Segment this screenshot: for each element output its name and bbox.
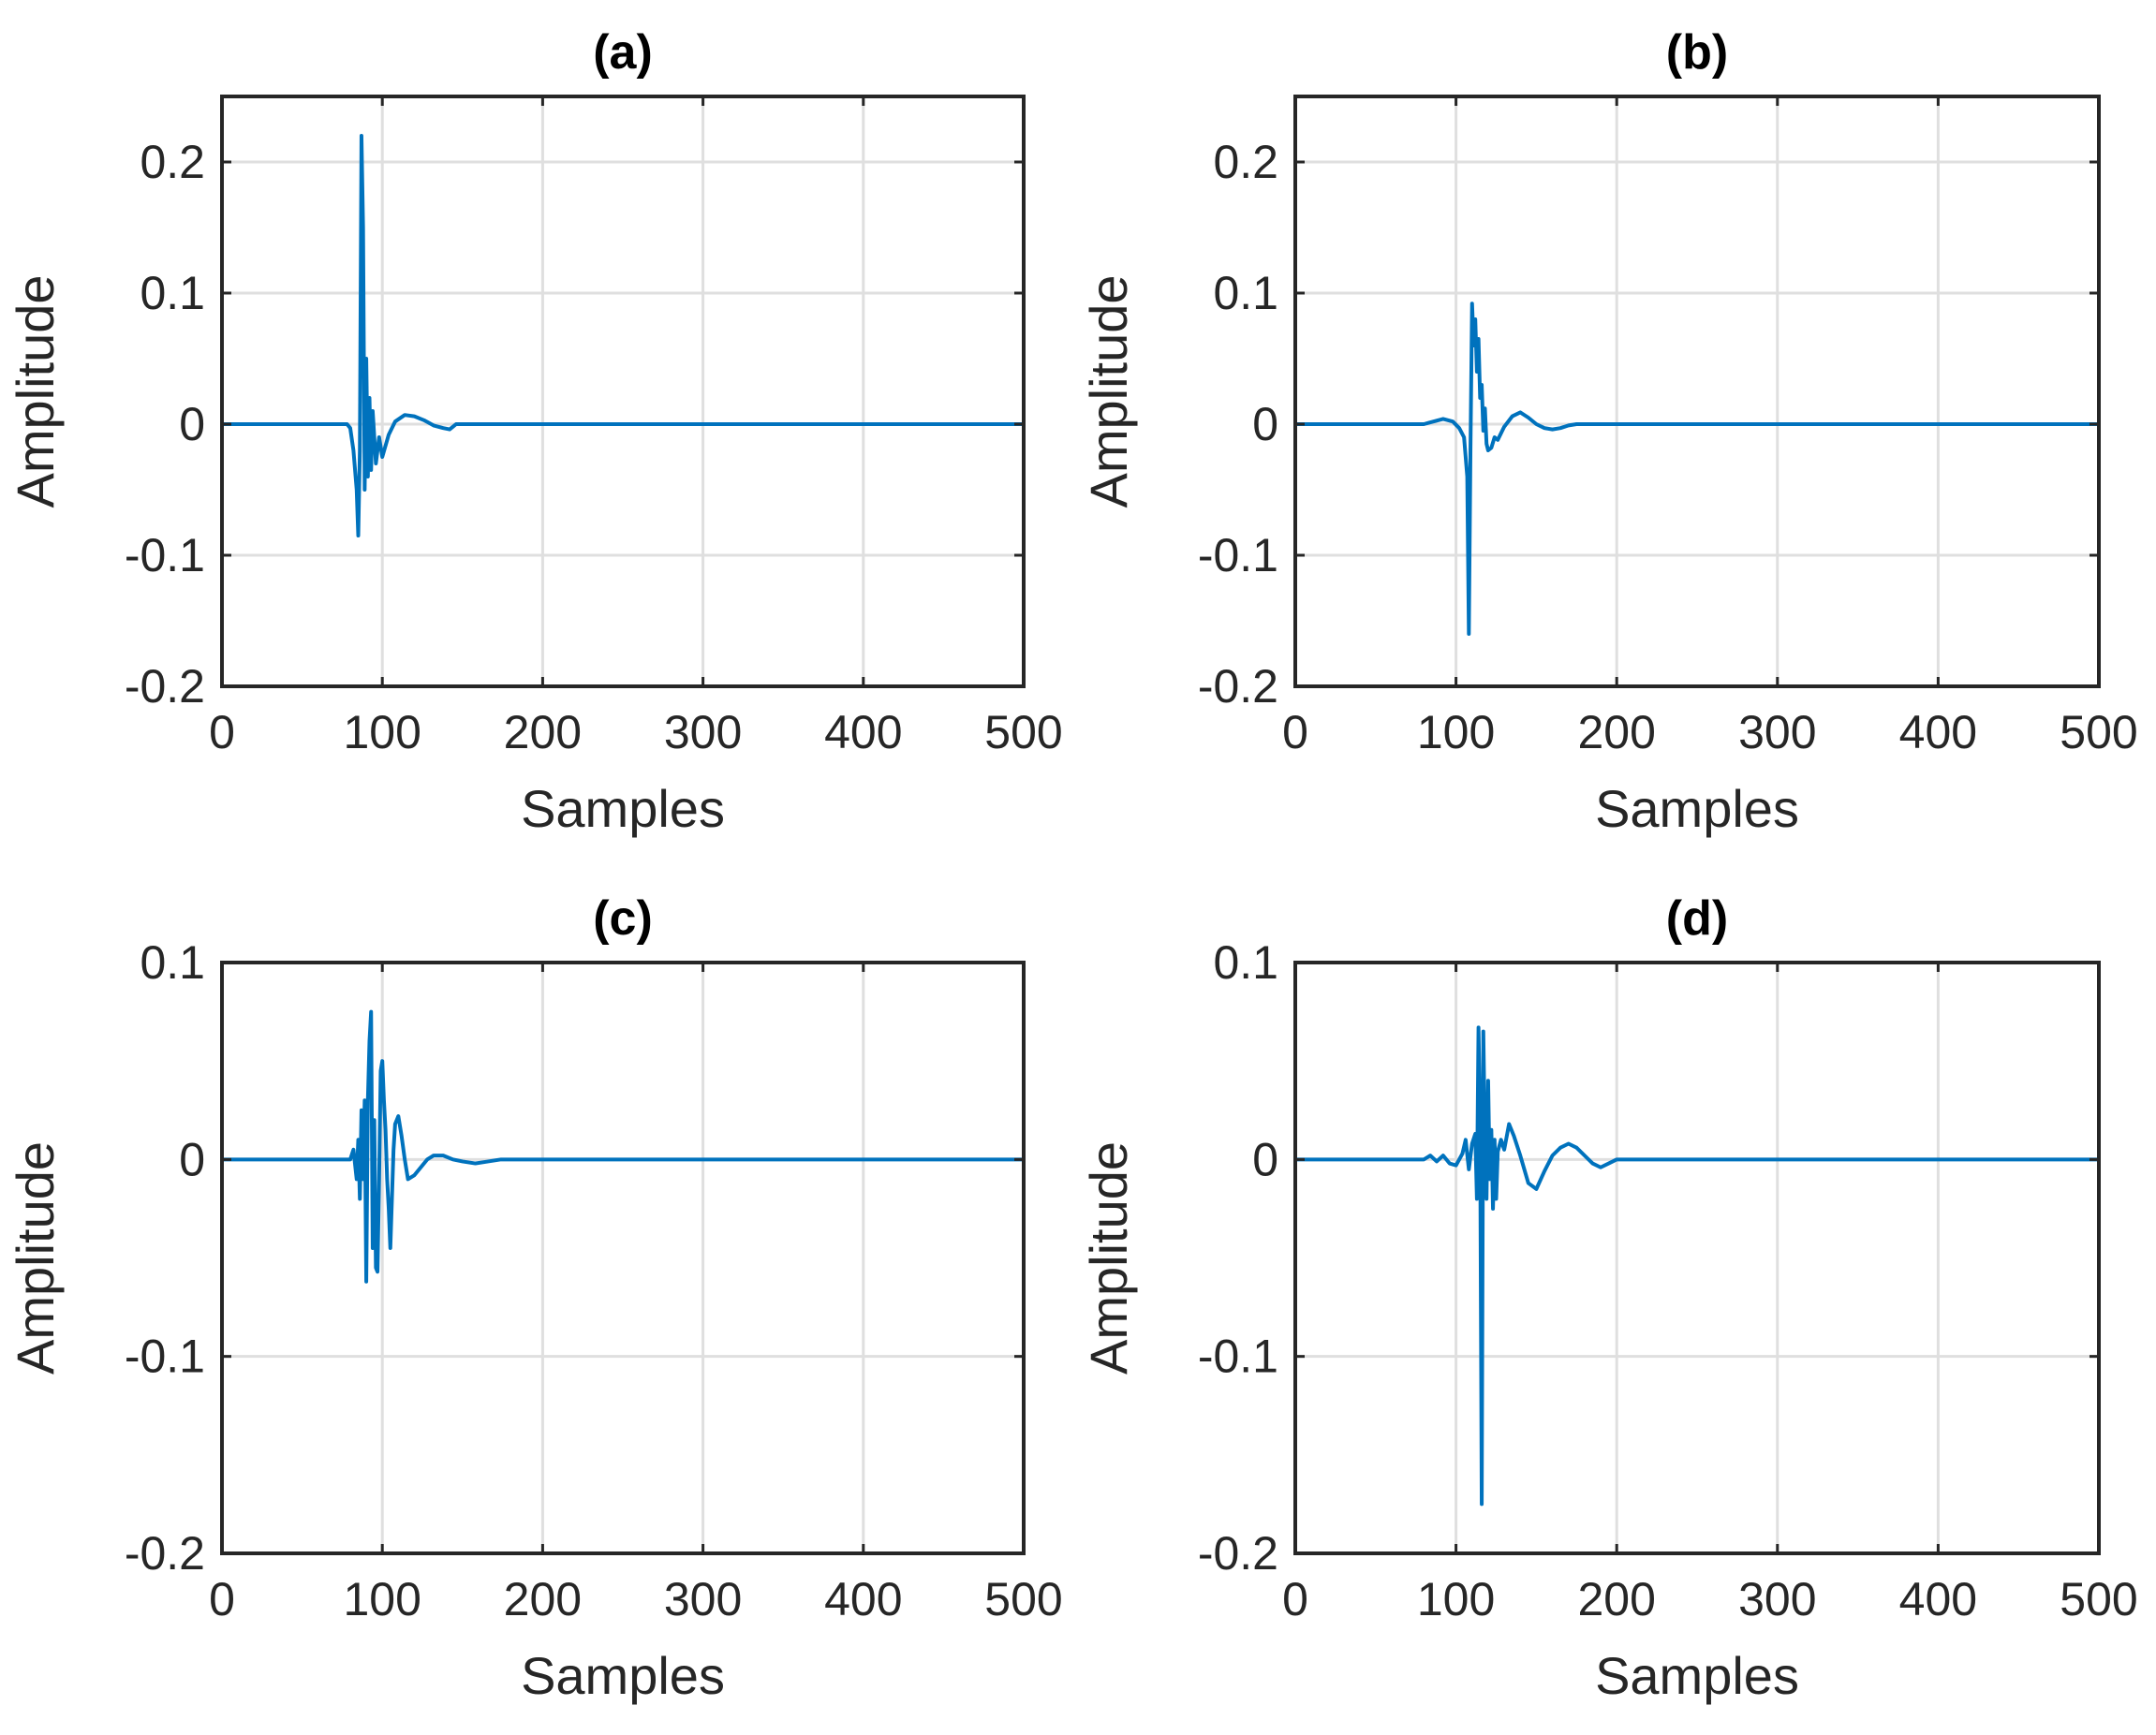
y-tick-label: 0: [179, 1133, 205, 1185]
x-tick-label: 400: [824, 706, 902, 758]
x-tick-label: 0: [1282, 1573, 1308, 1625]
subplot-a: 0 100 200 300 400 500 -0.2 -0.1 0 0.1 0.2 (a) Sample…: [6, 25, 1063, 838]
panel-title: (b): [1666, 25, 1728, 80]
x-tick-label: 200: [1577, 706, 1655, 758]
y-tick-label: -0.2: [1198, 660, 1278, 713]
y-tick-label: -0.1: [1198, 529, 1278, 581]
y-tick-label: -0.1: [125, 529, 205, 581]
x-tick-label: 400: [824, 1573, 902, 1625]
y-axis-label: Amplitude: [6, 1141, 65, 1375]
x-axis-label: Samples: [521, 1646, 725, 1705]
axes-box: [1293, 961, 2101, 1555]
x-tick-label: 200: [1577, 1573, 1655, 1625]
x-tick-label: 500: [2060, 706, 2137, 758]
plot-area: [222, 963, 1024, 1553]
series-line: [1295, 1025, 2099, 1507]
y-axis-label: Amplitude: [1079, 274, 1138, 507]
y-tick-label: -0.2: [1198, 1527, 1278, 1580]
x-tick-label: 200: [504, 1573, 582, 1625]
x-tick-label: 500: [2060, 1573, 2137, 1625]
panel-title: (d): [1666, 891, 1728, 946]
x-axis-label: Samples: [1595, 1646, 1799, 1705]
series-line: [222, 1009, 1024, 1284]
y-axis-label: Amplitude: [1079, 1141, 1138, 1375]
x-tick-label: 100: [343, 1573, 421, 1625]
x-tick-label: 400: [1899, 706, 1977, 758]
x-axis-label: Samples: [1595, 779, 1799, 838]
axes-box: [220, 95, 1026, 688]
series-line: [222, 134, 1024, 537]
subplot-c: 0 100 200 300 400 500 -0.2 -0.1 0 0.1 (c) Samples Am…: [6, 891, 1063, 1705]
y-tick-label: 0.1: [1213, 936, 1278, 989]
series-line: [1295, 301, 2099, 636]
subplot-d: 0 100 200 300 400 500 -0.2 -0.1 0 0.1 (d) Samples Am…: [1079, 891, 2138, 1705]
x-tick-label: 100: [343, 706, 421, 758]
y-tick-label: -0.1: [125, 1331, 205, 1383]
y-tick-label: -0.2: [125, 660, 205, 713]
plot-area: [1295, 96, 2099, 686]
plot-area: [1295, 963, 2099, 1553]
x-tick-label: 0: [1282, 706, 1308, 758]
panel-title: (c): [593, 891, 653, 946]
x-axis-label: Samples: [521, 779, 725, 838]
x-tick-label: 300: [664, 1573, 742, 1625]
x-tick-label: 0: [209, 1573, 235, 1625]
x-tick-label: 100: [1417, 1573, 1495, 1625]
x-tick-label: 0: [209, 706, 235, 758]
y-tick-label: 0: [1252, 1133, 1278, 1185]
axes-box: [220, 961, 1026, 1555]
x-tick-label: 200: [504, 706, 582, 758]
x-tick-label: 300: [1738, 1573, 1816, 1625]
x-tick-label: 500: [984, 1573, 1062, 1625]
y-tick-label: 0: [179, 398, 205, 450]
y-tick-label: 0.2: [140, 136, 205, 188]
x-tick-label: 500: [984, 706, 1062, 758]
y-axis-label: Amplitude: [6, 274, 65, 507]
y-tick-label: 0: [1252, 398, 1278, 450]
x-tick-label: 300: [1738, 706, 1816, 758]
plot-area: [222, 96, 1024, 686]
y-tick-label: -0.2: [125, 1527, 205, 1580]
y-tick-label: 0.1: [140, 267, 205, 319]
panel-title: (a): [593, 25, 653, 80]
y-tick-label: 0.2: [1213, 136, 1278, 188]
x-tick-label: 100: [1417, 706, 1495, 758]
x-tick-label: 400: [1899, 1573, 1977, 1625]
y-tick-label: -0.1: [1198, 1331, 1278, 1383]
y-tick-label: 0.1: [1213, 267, 1278, 319]
x-tick-label: 300: [664, 706, 742, 758]
y-tick-label: 0.1: [140, 936, 205, 989]
axes-box: [1293, 95, 2101, 688]
subplot-b: 0 100 200 300 400 500 -0.2 -0.1 0 0.1 0.2 (b) Sample…: [1079, 25, 2138, 838]
